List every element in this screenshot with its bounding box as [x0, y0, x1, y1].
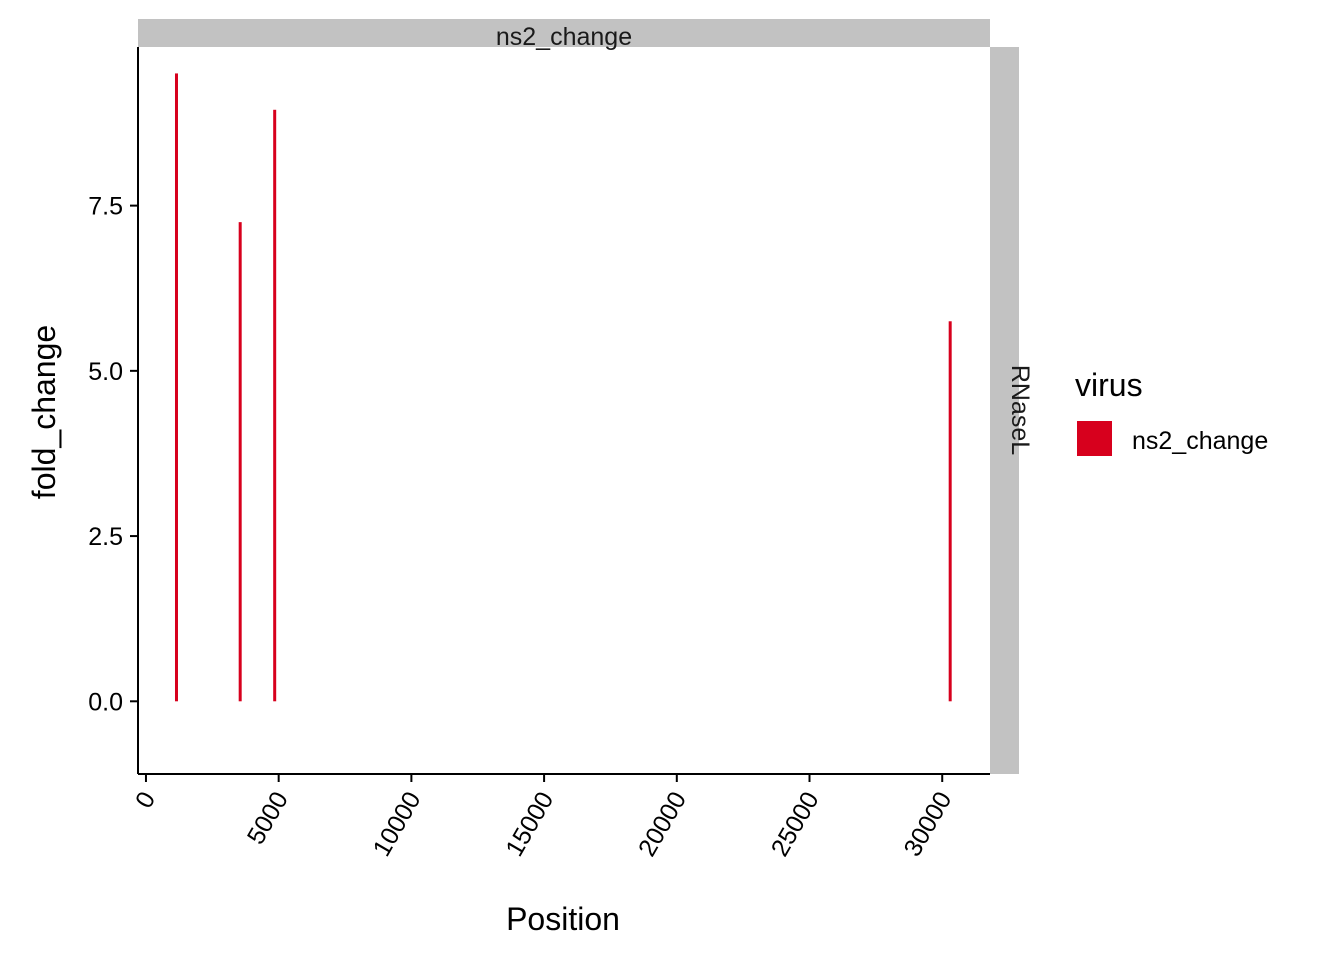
- x-ticks: 0 5000 10000 15000 20000 25000 30000: [130, 774, 957, 861]
- y-ticks: 0.0 2.5 5.0 7.5: [88, 193, 138, 716]
- y-tick-label: 5.0: [88, 358, 123, 386]
- x-tick-label: 0: [130, 787, 161, 813]
- y-tick-label: 2.5: [88, 523, 123, 551]
- x-tick-label: 25000: [766, 787, 825, 861]
- legend-label-ns2-change: ns2_change: [1132, 427, 1268, 455]
- plot-panel: [138, 47, 990, 774]
- column-strip: [138, 19, 990, 47]
- bar-4: [948, 321, 952, 702]
- row-strip-label: RNaseL: [1006, 365, 1034, 455]
- x-tick-label: 30000: [898, 787, 957, 861]
- row-strip: [990, 47, 1019, 774]
- x-axis-title: Position: [506, 901, 620, 937]
- bar-1: [174, 73, 178, 702]
- y-axis-title: fold_change: [26, 325, 62, 499]
- column-strip-label: ns2_change: [496, 23, 632, 51]
- bar-2: [238, 222, 242, 702]
- bar-3: [273, 109, 277, 702]
- x-tick-label: 20000: [633, 787, 692, 861]
- legend-title: virus: [1075, 367, 1143, 403]
- x-tick-label: 10000: [368, 787, 427, 861]
- x-tick-label: 15000: [500, 787, 559, 861]
- bars-layer: [174, 73, 952, 702]
- legend-key-ns2-change: [1077, 421, 1112, 456]
- x-tick-label: 5000: [242, 787, 294, 849]
- y-tick-label: 7.5: [88, 193, 123, 221]
- y-tick-label: 0.0: [88, 688, 123, 716]
